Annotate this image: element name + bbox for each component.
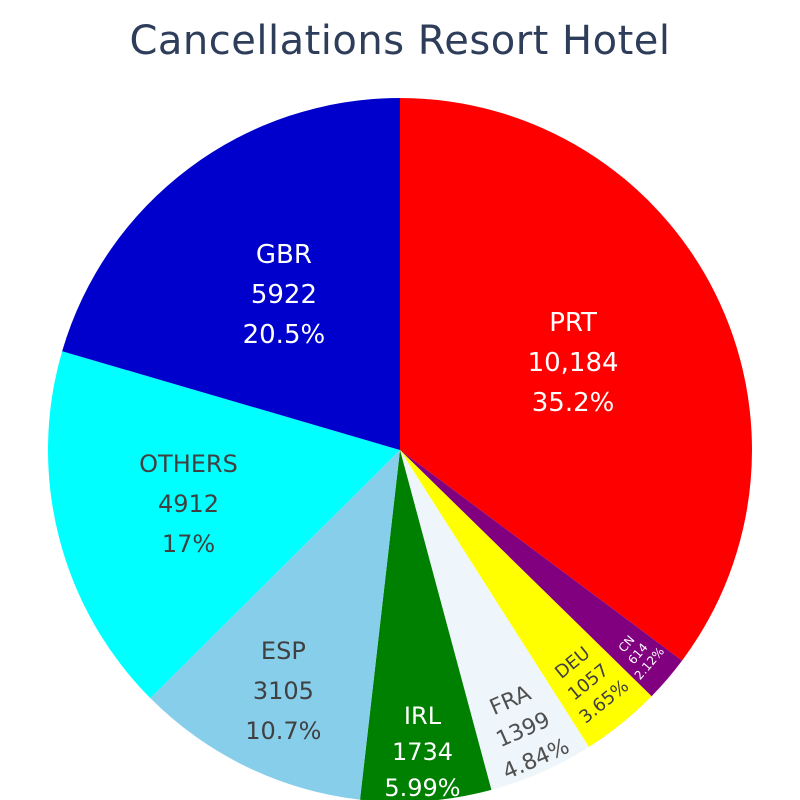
slice-value-label: 1734 <box>392 738 453 766</box>
pie-slice-esp <box>150 450 400 800</box>
slice-label-irl: IRL 1734 5.99% <box>384 702 460 800</box>
chart-title: Cancellations Resort Hotel <box>129 18 671 64</box>
pie-slice-deu <box>400 450 652 747</box>
pie-slice-others <box>48 351 400 699</box>
slice-percent-label: 20.5% <box>243 320 326 350</box>
pie-slice-fra <box>400 450 589 790</box>
slice-category-label: GBR <box>256 240 312 270</box>
slice-category-label: PRT <box>549 308 597 338</box>
slice-category-label: OTHERS <box>139 450 238 478</box>
slice-category-label: IRL <box>404 702 442 730</box>
slice-percent-label: 10.7% <box>245 717 321 745</box>
slice-percent-label: 17% <box>162 530 215 558</box>
slice-label-gbr: GBR 5922 20.5% <box>243 240 326 350</box>
pie-slice-prt <box>400 98 752 661</box>
slice-label-others: OTHERS 4912 17% <box>139 450 238 558</box>
slice-value-label: 5922 <box>251 280 317 310</box>
pie-slice-gbr <box>62 98 401 450</box>
slice-value-label: 10,184 <box>528 348 619 378</box>
slice-label-prt: PRT 10,184 35.2% <box>528 308 619 418</box>
pie-slice-irl <box>359 450 492 800</box>
slice-value-label: 3105 <box>253 677 314 705</box>
pie-slice-cn <box>400 450 683 697</box>
slice-percent-label: 35.2% <box>532 388 615 418</box>
slice-label-esp: ESP 3105 10.7% <box>245 637 321 745</box>
slice-category-label: ESP <box>261 637 306 665</box>
slice-percent-label: 5.99% <box>384 774 460 800</box>
slice-value-label: 4912 <box>158 490 219 518</box>
